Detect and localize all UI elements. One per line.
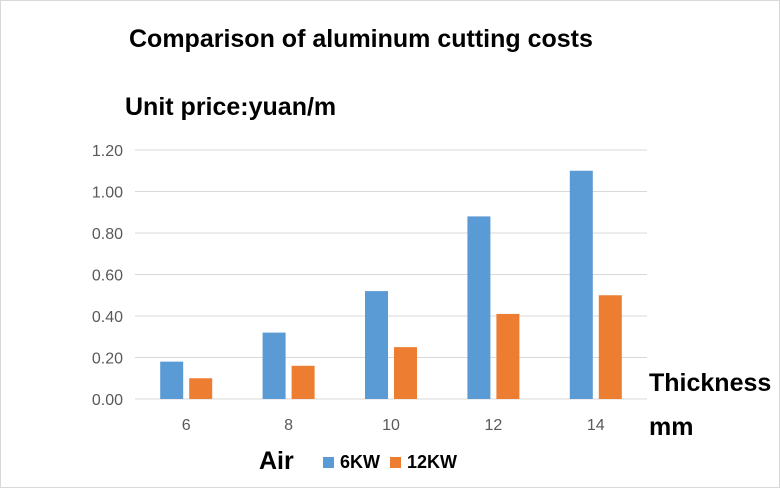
bar-6kw-12	[467, 216, 491, 399]
bar-6kw-6	[160, 361, 184, 399]
bar-6kw-14	[569, 170, 593, 399]
x-tick-label: 6	[182, 417, 191, 434]
y-tick-label: 1.00	[92, 185, 123, 202]
x-axis-unit-label: mm	[649, 413, 694, 441]
chart-title: Comparison of aluminum cutting costs	[129, 25, 593, 53]
x-tick-label: 10	[382, 417, 400, 434]
bar-12kw-8	[291, 365, 315, 399]
x-tick-label: 8	[284, 417, 293, 434]
x-tick-label: 14	[587, 417, 605, 434]
legend-label-6kw: 6KW	[340, 452, 380, 472]
bar-12kw-6	[189, 378, 213, 399]
y-tick-label: 0.80	[92, 226, 123, 243]
legend-item-12kw: 12KW	[390, 452, 457, 473]
legend-item-6kw: 6KW	[323, 452, 380, 473]
y-tick-label: 0.40	[92, 309, 123, 326]
x-tick-label: 12	[485, 417, 503, 434]
bar-6kw-8	[262, 332, 286, 399]
legend-swatch-6kw	[323, 457, 334, 468]
gas-note-label: Air	[259, 447, 294, 475]
y-axis-label: Unit price:yuan/m	[125, 93, 337, 121]
x-axis-label: Thickness	[649, 369, 772, 397]
legend-swatch-12kw	[390, 457, 401, 468]
legend-label-12kw: 12KW	[407, 452, 458, 472]
bar-12kw-12	[496, 313, 520, 399]
y-tick-label: 0.20	[92, 351, 123, 368]
legend: 6KW 12KW	[323, 452, 467, 473]
bar-6kw-10	[365, 291, 388, 399]
y-tick-label: 0.60	[92, 268, 123, 285]
y-tick-label: 0.00	[92, 392, 123, 409]
bar-12kw-10	[394, 347, 417, 399]
y-tick-label: 1.20	[92, 143, 123, 160]
bar-12kw-14	[598, 295, 622, 399]
